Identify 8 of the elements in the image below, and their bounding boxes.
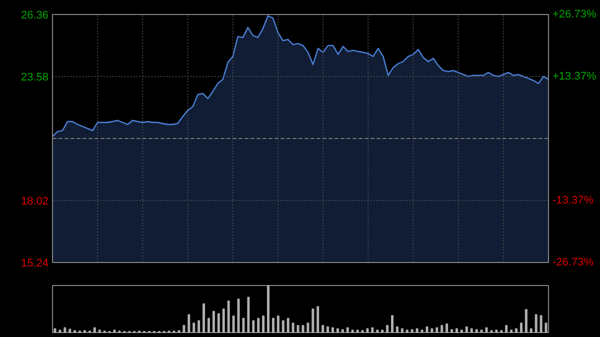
y2-tick-label: -13.37% <box>552 194 594 207</box>
y2-tick-label: +26.73% <box>552 8 596 20</box>
y-tick-label: 18.02 <box>20 196 49 208</box>
y-tick-label: 23.58 <box>20 72 49 84</box>
y2-tick-label: +13.37% <box>552 70 596 82</box>
y-tick-label: 26.36 <box>20 10 49 22</box>
y2-tick-label: -26.73% <box>552 256 594 268</box>
y-tick-label: 15.24 <box>20 258 49 270</box>
